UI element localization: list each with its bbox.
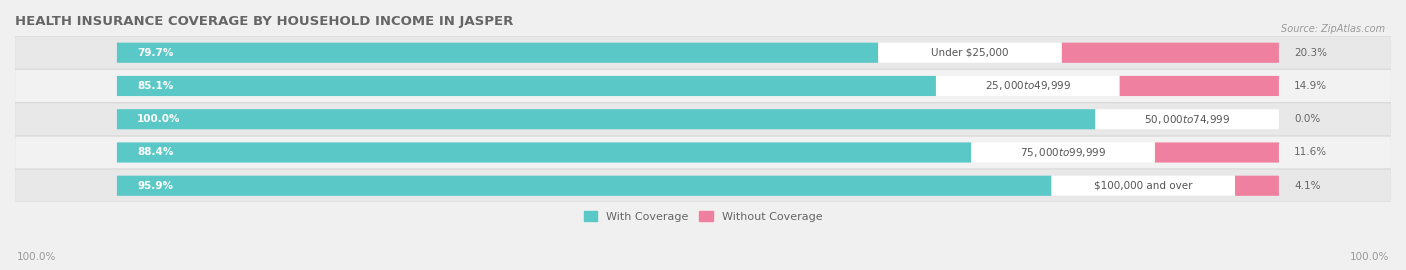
Text: 100.0%: 100.0%: [17, 252, 56, 262]
Text: $100,000 and over: $100,000 and over: [1094, 181, 1192, 191]
FancyBboxPatch shape: [15, 70, 1391, 102]
Text: 14.9%: 14.9%: [1294, 81, 1327, 91]
Text: 100.0%: 100.0%: [1350, 252, 1389, 262]
FancyBboxPatch shape: [936, 76, 1119, 96]
FancyBboxPatch shape: [15, 103, 1391, 136]
FancyBboxPatch shape: [15, 136, 1391, 169]
Text: Source: ZipAtlas.com: Source: ZipAtlas.com: [1281, 24, 1385, 34]
Text: 79.7%: 79.7%: [138, 48, 174, 58]
FancyBboxPatch shape: [15, 170, 1391, 202]
FancyBboxPatch shape: [1095, 109, 1279, 129]
Text: $25,000 to $49,999: $25,000 to $49,999: [984, 79, 1071, 93]
FancyBboxPatch shape: [117, 43, 879, 63]
FancyBboxPatch shape: [1154, 142, 1279, 163]
FancyBboxPatch shape: [972, 143, 1154, 163]
FancyBboxPatch shape: [117, 109, 1095, 129]
Text: 100.0%: 100.0%: [138, 114, 181, 124]
Legend: With Coverage, Without Coverage: With Coverage, Without Coverage: [583, 211, 823, 222]
Text: $50,000 to $74,999: $50,000 to $74,999: [1144, 113, 1230, 126]
FancyBboxPatch shape: [1052, 176, 1234, 196]
FancyBboxPatch shape: [117, 142, 972, 163]
Text: HEALTH INSURANCE COVERAGE BY HOUSEHOLD INCOME IN JASPER: HEALTH INSURANCE COVERAGE BY HOUSEHOLD I…: [15, 15, 513, 28]
Text: 0.0%: 0.0%: [1294, 114, 1320, 124]
Text: 11.6%: 11.6%: [1294, 147, 1327, 157]
Text: $75,000 to $99,999: $75,000 to $99,999: [1019, 146, 1107, 159]
Text: 88.4%: 88.4%: [138, 147, 174, 157]
FancyBboxPatch shape: [1062, 43, 1279, 63]
FancyBboxPatch shape: [1119, 76, 1279, 96]
Text: 20.3%: 20.3%: [1294, 48, 1327, 58]
FancyBboxPatch shape: [117, 176, 1052, 196]
Text: Under $25,000: Under $25,000: [931, 48, 1008, 58]
FancyBboxPatch shape: [117, 76, 936, 96]
FancyBboxPatch shape: [15, 36, 1391, 69]
Text: 95.9%: 95.9%: [138, 181, 173, 191]
Text: 85.1%: 85.1%: [138, 81, 173, 91]
Text: 4.1%: 4.1%: [1294, 181, 1320, 191]
FancyBboxPatch shape: [879, 43, 1062, 63]
FancyBboxPatch shape: [1234, 176, 1279, 196]
